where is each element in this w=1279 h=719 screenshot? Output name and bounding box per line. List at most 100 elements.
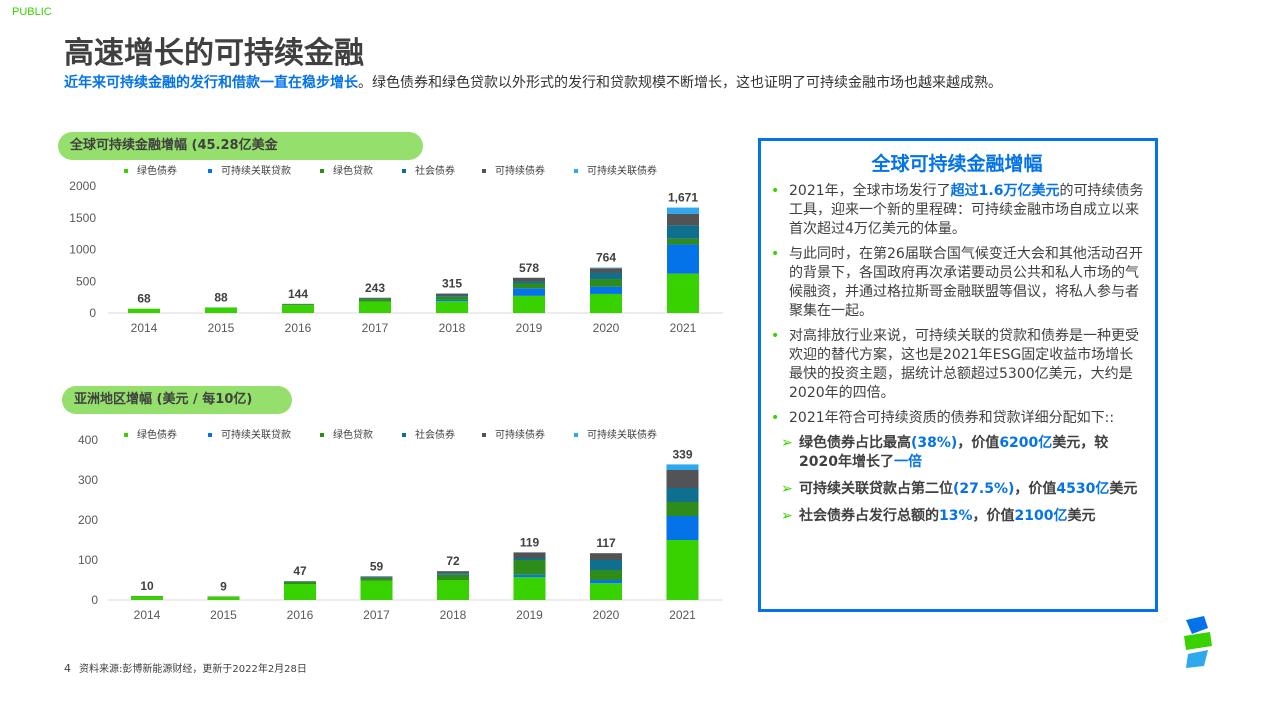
y-tick-label: 200 <box>78 513 98 527</box>
bar-segment <box>436 299 468 302</box>
total-data-label: 10 <box>140 579 154 593</box>
bar-segment <box>128 308 160 313</box>
bar-segment <box>513 552 546 558</box>
sub-item-text: 美元 <box>1109 481 1138 497</box>
legend-swatch <box>402 169 406 173</box>
sub-item-highlight: 4530亿 <box>1056 481 1110 497</box>
page-subtitle: 近年来可持续金融的发行和借款一直在稳步增长。绿色债券和绿色贷款以外形式的发行和贷… <box>64 72 1002 92</box>
bank-logo-icon <box>1184 616 1212 668</box>
subtitle-highlight: 近年来可持续金融的发行和借款一直在稳步增长 <box>64 75 358 91</box>
bar-segment <box>131 596 163 600</box>
bar-segment <box>437 573 469 575</box>
bullet-item: 与此同时，在第26届联合国气候变迁大会和其他活动召开的背景下，各国政府再次承诺要… <box>769 245 1145 321</box>
total-data-label: 339 <box>672 447 692 461</box>
x-tick-label: 2017 <box>363 608 390 622</box>
bar-segment <box>360 580 393 600</box>
sub-item-highlight: 一倍 <box>893 454 922 470</box>
bar-segment <box>282 304 314 306</box>
arrow-icon: ➢ <box>781 508 793 524</box>
y-tick-label: 0 <box>89 306 96 320</box>
asia-growth-chart: 绿色债券 可持续关联贷款 绿色贷款 社会债券 可持续债券 可持续关联债券 0 100 200 30… <box>78 428 723 622</box>
sub-item-text: 绿色债券占比最高 <box>799 435 911 451</box>
legend-swatch <box>320 169 324 173</box>
bar-segment <box>590 570 622 580</box>
bar-segment <box>359 298 391 300</box>
x-tick-label: 2016 <box>287 608 314 622</box>
total-data-label: 119 <box>520 535 540 549</box>
legend-label: 社会债券 <box>415 164 455 177</box>
legend-label: 可持续关联贷款 <box>221 428 291 441</box>
bar-segment <box>436 296 468 300</box>
x-tick-label: 2018 <box>440 608 467 622</box>
legend-swatch <box>482 433 486 437</box>
bar-segment <box>590 286 622 294</box>
page-number: 4 <box>64 662 71 675</box>
sub-item-text: 美元 <box>1067 508 1096 524</box>
info-box: 全球可持续金融增幅 2021年，全球市场发行了超过1.6万亿美元的可持续债务工具… <box>758 138 1158 612</box>
arrow-icon: ➢ <box>781 435 793 451</box>
sub-item-highlight: 2100亿 <box>1014 508 1068 524</box>
y-tick-label: 100 <box>78 553 98 567</box>
y-tick-label: 1000 <box>69 243 96 257</box>
global-growth-chart: 绿色债券 可持续关联贷款 绿色贷款 社会债券 可持续债券 可持续关联债券 0 500 1000 1… <box>69 164 723 335</box>
legend-label: 可持续债券 <box>495 428 545 441</box>
bar-segment <box>667 225 699 239</box>
chart2-title: 亚洲地区增幅 (美元 / 每10亿) <box>62 386 292 414</box>
sub-item: ➢ 社会债券占发行总额的13%，价值2100亿美元 <box>769 507 1145 526</box>
legend-swatch <box>574 433 578 437</box>
legend-swatch <box>208 169 212 173</box>
bar-segment <box>590 279 622 287</box>
chart1-title: 全球可持续金融增幅 (45.28亿美金 <box>58 132 423 160</box>
bar-segment <box>666 516 699 540</box>
x-tick-label: 2015 <box>210 608 237 622</box>
bar-segment <box>590 267 622 269</box>
total-data-label: 59 <box>370 559 384 573</box>
bullet-text: 2021年，全球市场发行了 <box>789 183 951 199</box>
legend-label: 可持续关联债券 <box>587 428 657 441</box>
bar-segment <box>513 558 546 560</box>
total-data-label: 144 <box>288 287 308 301</box>
bar-segment <box>513 283 545 289</box>
sub-item-highlight: (27.5%) <box>953 481 1015 497</box>
source-note: 资料来源:彭博新能源财经，更新于2022年2月28日 <box>79 664 307 675</box>
footer: 4 资料来源:彭博新能源财经，更新于2022年2月28日 <box>64 660 307 675</box>
sub-item-text: 美元，较2020年增长了 <box>799 435 1109 470</box>
legend-swatch <box>482 169 486 173</box>
legend-swatch <box>124 169 128 173</box>
sub-item-highlight: 6200亿 <box>999 435 1053 451</box>
bar-segment <box>667 273 699 313</box>
legend-label: 绿色债券 <box>137 428 177 441</box>
sub-item-highlight: (38%) <box>911 435 958 451</box>
bar-segment <box>207 596 240 600</box>
x-tick-label: 2018 <box>439 321 466 335</box>
bar-segment <box>513 560 546 575</box>
bar-segment <box>282 305 314 313</box>
total-data-label: 578 <box>519 261 539 275</box>
bar-segment <box>666 540 699 600</box>
x-tick-label: 2019 <box>516 321 543 335</box>
bar-segment <box>205 307 237 313</box>
bar-segment <box>590 583 622 600</box>
bar-segment <box>437 574 469 580</box>
legend-swatch <box>574 169 578 173</box>
bar-segment <box>666 502 699 516</box>
total-data-label: 9 <box>220 579 227 593</box>
bar-segment <box>667 238 699 245</box>
arrow-icon: ➢ <box>781 481 793 497</box>
bullet-item: 2021年，全球市场发行了超过1.6万亿美元的可持续债务工具，迎来一个新的里程碑… <box>769 182 1145 239</box>
sub-item-text: ，价值 <box>972 508 1015 524</box>
bar-segment <box>666 464 699 470</box>
bar-segment <box>436 293 468 296</box>
x-tick-label: 2017 <box>362 321 389 335</box>
bar-segment <box>513 574 546 578</box>
total-data-label: 47 <box>293 564 307 578</box>
y-tick-label: 300 <box>78 473 98 487</box>
total-data-label: 117 <box>596 536 616 550</box>
bar-segment <box>284 584 316 600</box>
bar-segment <box>359 299 391 302</box>
x-tick-label: 2021 <box>670 321 697 335</box>
bar-segment <box>360 578 393 581</box>
bar-segment <box>667 207 699 214</box>
total-data-label: 1,671 <box>668 191 698 205</box>
bar-segment <box>590 553 622 560</box>
